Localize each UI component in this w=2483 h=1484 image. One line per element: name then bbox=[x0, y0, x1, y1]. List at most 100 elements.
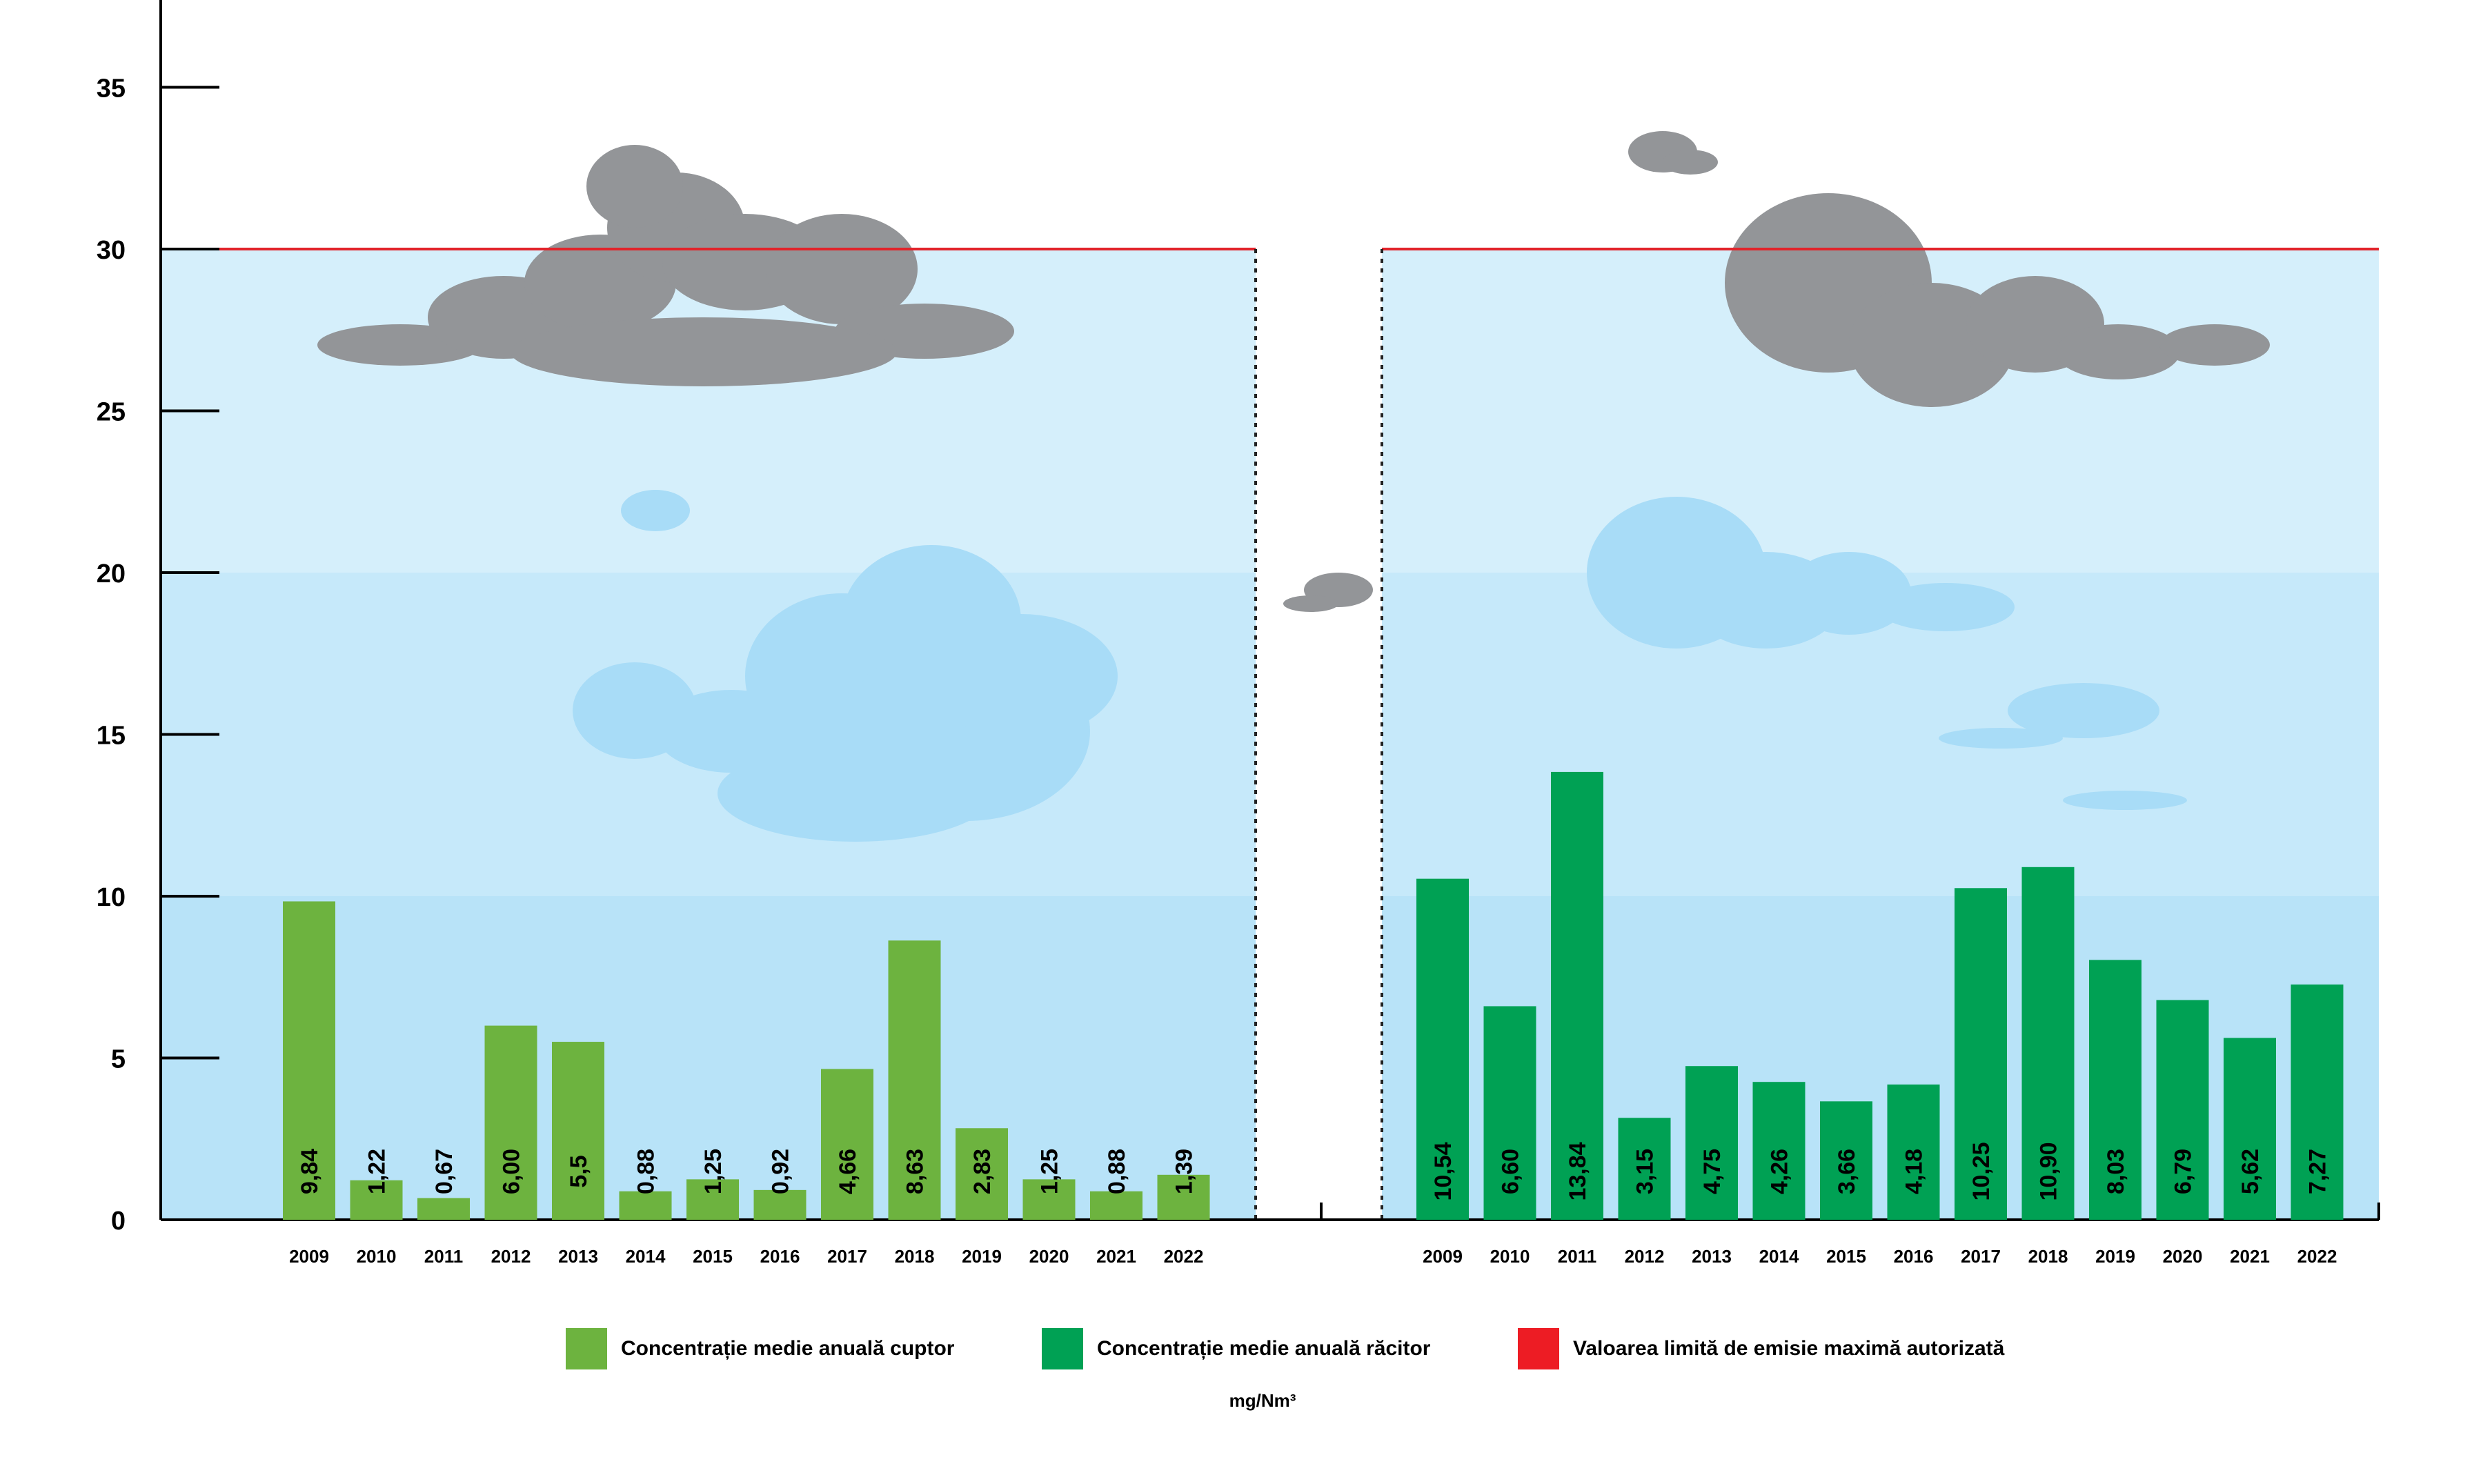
cloud-decoration bbox=[2159, 324, 2270, 366]
y-tick-label: 25 bbox=[97, 398, 126, 427]
unit-label: mg/Nm³ bbox=[1229, 1390, 1296, 1411]
bar-value-label: 6,00 bbox=[499, 1149, 525, 1194]
x-tick-label: 2018 bbox=[2028, 1246, 2068, 1267]
bar bbox=[1752, 1082, 1806, 1220]
x-tick-label: 2020 bbox=[2163, 1246, 2203, 1267]
x-tick-label: 2022 bbox=[1164, 1246, 1204, 1267]
x-tick-label: 2017 bbox=[827, 1246, 867, 1267]
bar-value-label: 4,75 bbox=[1699, 1149, 1725, 1194]
y-tick-label: 5 bbox=[111, 1045, 126, 1074]
bar bbox=[821, 1069, 873, 1220]
x-tick-label: 2015 bbox=[693, 1246, 733, 1267]
x-tick-label: 2010 bbox=[357, 1246, 397, 1267]
bar bbox=[1820, 1101, 1872, 1220]
cloud-decoration bbox=[2056, 324, 2180, 379]
bar bbox=[1551, 771, 1603, 1220]
bar bbox=[1618, 1118, 1671, 1220]
x-tick-label: 2009 bbox=[289, 1246, 329, 1267]
bar bbox=[1887, 1084, 1940, 1220]
cloud-decoration bbox=[1283, 595, 1338, 612]
cloud-decoration bbox=[718, 745, 993, 842]
bar-value-label: 4,66 bbox=[835, 1149, 861, 1194]
bar bbox=[686, 1179, 739, 1220]
bar-value-label: 3,66 bbox=[1834, 1149, 1860, 1194]
bar-value-label: 13,84 bbox=[1565, 1142, 1591, 1200]
x-tick-label: 2018 bbox=[895, 1246, 935, 1267]
legend-swatch-racitor bbox=[1042, 1328, 1083, 1369]
y-tick-label: 15 bbox=[97, 722, 126, 751]
bar bbox=[1022, 1179, 1076, 1220]
bar-value-label: 6,79 bbox=[2170, 1149, 2197, 1194]
cloud-decoration bbox=[2063, 791, 2187, 810]
bar bbox=[417, 1198, 470, 1220]
bar-value-label: 7,27 bbox=[2305, 1149, 2331, 1194]
legend-item-limit: Valoarea limită de emisie maximă autoriz… bbox=[1518, 1328, 2004, 1369]
bar-value-label: 3,15 bbox=[1632, 1149, 1659, 1194]
bar-value-label: 1,22 bbox=[364, 1149, 390, 1194]
bar-value-label: 0,67 bbox=[431, 1149, 457, 1194]
x-tick-label: 2011 bbox=[424, 1246, 463, 1267]
legend-label-racitor: Concentrație medie anuală răcitor bbox=[1097, 1337, 1431, 1360]
bar bbox=[619, 1191, 672, 1220]
cloud-decoration bbox=[511, 317, 897, 386]
x-tick-label: 2021 bbox=[1096, 1246, 1136, 1267]
bar bbox=[956, 1128, 1008, 1220]
bar-value-label: 5,5 bbox=[566, 1155, 592, 1187]
bar bbox=[484, 1025, 537, 1220]
bar-value-label: 1,25 bbox=[1037, 1149, 1063, 1194]
bar bbox=[552, 1042, 604, 1220]
cloud-decoration bbox=[924, 614, 1118, 738]
cloud-decoration bbox=[2008, 683, 2159, 738]
x-tick-label: 2010 bbox=[1490, 1246, 1530, 1267]
x-tick-label: 2013 bbox=[1692, 1246, 1732, 1267]
bar bbox=[1483, 1006, 1536, 1220]
x-tick-label: 2017 bbox=[1961, 1246, 2001, 1267]
bar bbox=[2291, 985, 2344, 1220]
x-tick-label: 2014 bbox=[626, 1246, 666, 1267]
bar-value-label: 2,83 bbox=[969, 1149, 996, 1194]
cloud-decoration bbox=[586, 145, 683, 228]
cloud-decoration bbox=[1877, 583, 2015, 631]
x-tick-label: 2016 bbox=[1894, 1246, 1934, 1267]
cloud-decoration bbox=[1663, 150, 1718, 175]
y-tick-label: 10 bbox=[97, 883, 126, 912]
cloud-decoration bbox=[766, 214, 918, 324]
bar-value-label: 4,26 bbox=[1767, 1149, 1793, 1194]
bar-value-label: 8,03 bbox=[2103, 1149, 2129, 1194]
bar bbox=[2156, 1000, 2209, 1220]
bar bbox=[350, 1180, 403, 1220]
bar-value-label: 10,54 bbox=[1430, 1142, 1456, 1200]
bar-value-label: 0,92 bbox=[768, 1149, 794, 1194]
bar bbox=[1955, 888, 2007, 1220]
bar-value-label: 10,25 bbox=[1968, 1142, 1995, 1200]
x-tick-label: 2011 bbox=[1558, 1246, 1596, 1267]
bar-value-label: 4,18 bbox=[1901, 1149, 1928, 1194]
x-tick-label: 2022 bbox=[2297, 1246, 2337, 1267]
bar bbox=[1157, 1174, 1210, 1220]
bar bbox=[283, 901, 335, 1220]
bar bbox=[1685, 1066, 1738, 1220]
bar bbox=[1090, 1191, 1142, 1220]
x-tick-label: 2021 bbox=[2230, 1246, 2270, 1267]
bar bbox=[2021, 867, 2075, 1220]
legend-label-limit: Valoarea limită de emisie maximă autoriz… bbox=[1573, 1337, 2005, 1360]
legend-item-racitor: Concentrație medie anuală răcitor bbox=[1042, 1328, 1431, 1369]
bar-value-label: 8,63 bbox=[902, 1149, 929, 1194]
legend-item-cuptor: Concentrație medie anuală cuptor bbox=[566, 1328, 954, 1369]
bar-value-label: 1,25 bbox=[700, 1149, 726, 1194]
background-band bbox=[1382, 896, 2379, 1220]
bar-value-label: 0,88 bbox=[633, 1149, 660, 1194]
x-tick-label: 2014 bbox=[1759, 1246, 1799, 1267]
legend-swatch-cuptor bbox=[566, 1328, 607, 1369]
y-tick-label: 35 bbox=[97, 75, 126, 103]
bar-value-label: 1,39 bbox=[1171, 1149, 1198, 1194]
x-tick-label: 2012 bbox=[491, 1246, 531, 1267]
bar-value-label: 5,62 bbox=[2237, 1149, 2264, 1194]
background-band bbox=[161, 896, 1256, 1220]
cloud-decoration bbox=[621, 490, 690, 531]
x-tick-label: 2020 bbox=[1029, 1246, 1069, 1267]
y-tick-label: 30 bbox=[97, 236, 126, 265]
bar bbox=[753, 1189, 807, 1220]
y-tick-label: 20 bbox=[97, 560, 126, 588]
